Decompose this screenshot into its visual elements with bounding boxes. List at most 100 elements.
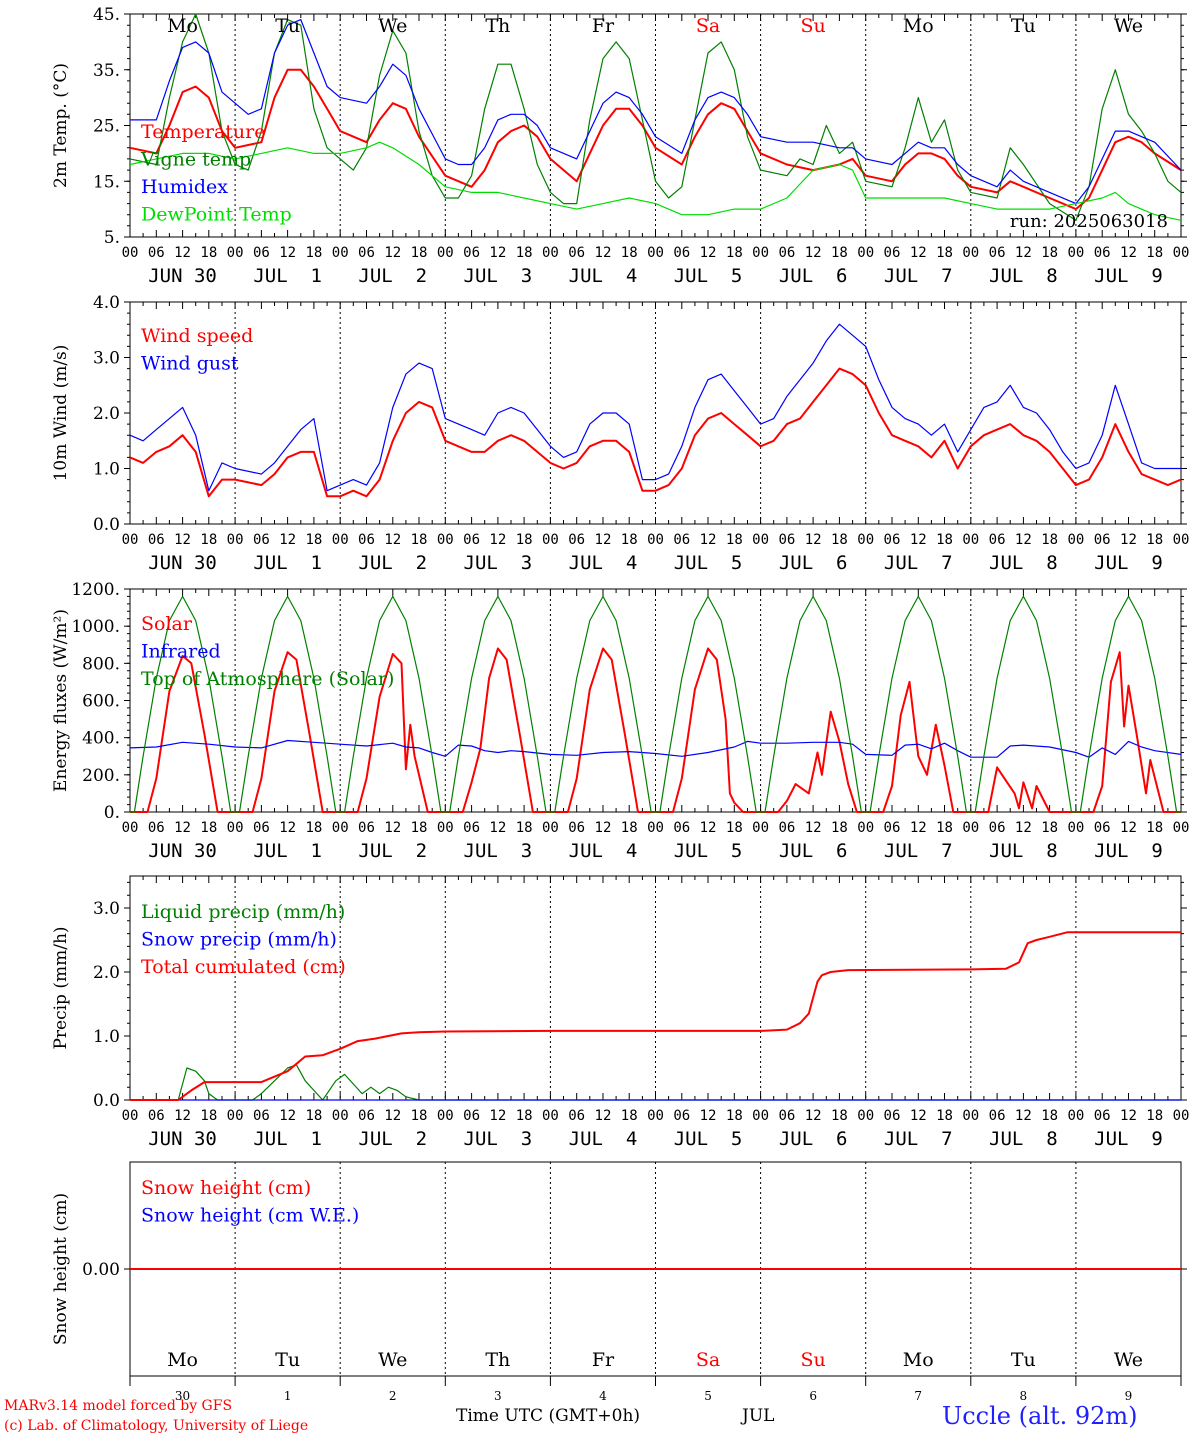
legend-entry: Snow height (cm): [141, 1177, 311, 1199]
hour-tick-label: 18: [621, 820, 638, 836]
y-minor-ticks: [127, 588, 1184, 813]
date-label: JUL 6: [779, 840, 848, 862]
day-number: 9: [1125, 1389, 1133, 1403]
day-name-bottom: Su: [801, 1349, 826, 1371]
hour-tick-label: 00: [857, 820, 874, 836]
hour-tick-label: 12: [279, 532, 296, 548]
date-label: JUL 5: [674, 1128, 743, 1150]
y-tick-label: 200.: [82, 766, 120, 786]
hour-tick-label: 00: [122, 245, 139, 261]
date-label: JUL 2: [358, 265, 427, 287]
hour-tick-label: 06: [253, 532, 270, 548]
hour-tick-label: 06: [358, 1108, 375, 1124]
date-label: JUL 5: [674, 552, 743, 574]
hour-tick-label: 12: [910, 1108, 927, 1124]
hour-tick-label: 12: [700, 1108, 717, 1124]
hour-tick-label: 00: [122, 820, 139, 836]
hour-tick-label: 12: [1015, 245, 1032, 261]
date-label: JUL 4: [569, 265, 638, 287]
hour-tick-label: 06: [358, 820, 375, 836]
hour-tick-label: 18: [621, 532, 638, 548]
hour-tick-label: 06: [463, 820, 480, 836]
hour-tick-label: 18: [200, 532, 217, 548]
hour-tick-label: 12: [595, 532, 612, 548]
hour-tick-label: 12: [805, 1108, 822, 1124]
hour-tick-label: 18: [936, 820, 953, 836]
run-annotation: run: 2025063018: [1010, 211, 1168, 232]
y-tick-label: 600.: [82, 692, 120, 712]
hour-tick-label: 00: [1173, 532, 1190, 548]
day-name-bottom: Th: [485, 1349, 510, 1371]
hour-tick-label: 06: [253, 820, 270, 836]
legend-entry: Wind gust: [141, 353, 239, 375]
day-name-bottom: Mo: [167, 1349, 198, 1371]
legend-entry: Solar: [141, 613, 193, 635]
hour-tick-label: 12: [1120, 532, 1137, 548]
hour-tick-label: 00: [332, 532, 349, 548]
date-label: JUN 30: [148, 1128, 217, 1150]
date-label: JUL 6: [779, 552, 848, 574]
legend-entry: Humidex: [141, 176, 228, 198]
day-number: 6: [809, 1389, 817, 1403]
legend-entry: Top of Atmosphere (Solar): [141, 668, 394, 690]
y-tick-label: 15.: [93, 172, 120, 192]
hour-tick-label: 00: [1173, 820, 1190, 836]
hour-tick-label: 18: [516, 245, 533, 261]
date-label: JUL 8: [989, 1128, 1058, 1150]
hour-tick-label: 06: [673, 245, 690, 261]
hour-tick-label: 06: [1094, 532, 1111, 548]
day-number: 3: [494, 1389, 502, 1403]
y-tick-label: 2.0: [93, 963, 120, 983]
legend-entry: Vigne temp: [140, 149, 251, 171]
hour-tick-label: 12: [805, 532, 822, 548]
day-name-bottom: Mo: [903, 1349, 934, 1371]
hour-tick-label: 06: [989, 820, 1006, 836]
hour-tick-label: 12: [910, 532, 927, 548]
hour-tick-label: 00: [752, 1108, 769, 1124]
hour-tick-label: 12: [489, 1108, 506, 1124]
y-tick-label: 5.: [104, 228, 120, 248]
station-label: Uccle (alt. 92m): [942, 1402, 1138, 1430]
hour-tick-label: 00: [1067, 245, 1084, 261]
y-minor-ticks: [127, 13, 1184, 238]
date-label: JUL 9: [1094, 552, 1163, 574]
legend-entry: Infrared: [141, 641, 221, 663]
hour-tick-label: 18: [411, 245, 428, 261]
hour-tick-label: 18: [305, 820, 322, 836]
hour-tick-label: 18: [1041, 1108, 1058, 1124]
hour-tick-label: 06: [884, 245, 901, 261]
date-label: JUL 7: [884, 840, 953, 862]
day-name-bottom: Tu: [275, 1349, 300, 1371]
hour-tick-label: 12: [700, 245, 717, 261]
hour-tick-label: 18: [1041, 245, 1058, 261]
x-minor-ticks: [129, 589, 1182, 812]
hour-tick-label: 06: [1094, 1108, 1111, 1124]
date-label: JUL 7: [884, 552, 953, 574]
hour-tick-label: 12: [910, 820, 927, 836]
day-name-top: Sa: [696, 15, 720, 37]
series-line-1: [129, 323, 1181, 492]
hour-tick-label: 06: [1094, 820, 1111, 836]
hour-tick-label: 00: [227, 532, 244, 548]
day-name-bottom: Sa: [696, 1349, 720, 1371]
hour-tick-label: 18: [726, 532, 743, 548]
hour-tick-label: 06: [989, 245, 1006, 261]
y-tick-label: 800.: [82, 654, 120, 674]
legend-entry: Total cumulated (cm): [141, 956, 346, 978]
date-label: JUL 5: [674, 840, 743, 862]
series-line-0: [130, 647, 1181, 813]
date-label: JUL 6: [779, 265, 848, 287]
y-tick-label: 4.0: [93, 293, 120, 313]
hour-tick-label: 18: [1146, 820, 1163, 836]
hour-tick-label: 18: [411, 820, 428, 836]
hour-tick-label: 00: [542, 1108, 559, 1124]
legend-entry: Snow precip (mm/h): [141, 929, 337, 951]
hour-tick-label: 12: [1120, 245, 1137, 261]
hour-tick-label: 06: [1094, 245, 1111, 261]
series-line-2: [130, 19, 1182, 205]
hour-tick-label: 06: [358, 245, 375, 261]
hour-tick-label: 06: [148, 1108, 165, 1124]
hour-tick-label: 06: [253, 245, 270, 261]
y-tick-label: 2.0: [93, 404, 120, 424]
